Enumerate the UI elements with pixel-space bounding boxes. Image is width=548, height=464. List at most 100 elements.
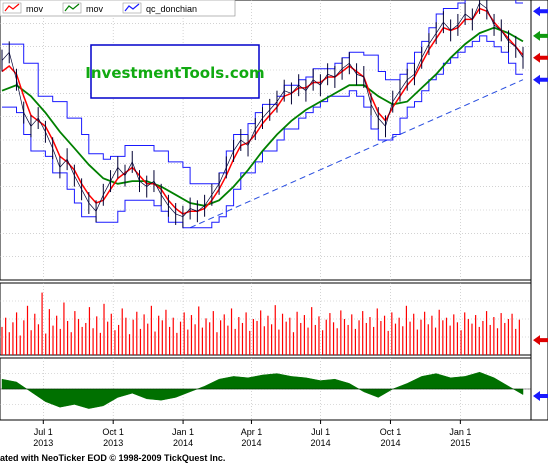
price-segment (428, 32, 437, 45)
donchian-upper-line (2, 0, 523, 185)
price-segment (59, 158, 68, 168)
price-panel (1, 0, 548, 229)
legend-label-1: mov (26, 4, 44, 14)
x-tick-label-bottom-6: 2014 (380, 438, 400, 448)
price-segment (95, 194, 104, 212)
price-segment (284, 90, 292, 94)
right-scale-area (530, 0, 548, 421)
x-tick-label-bottom-2: 2013 (103, 438, 123, 448)
x-tick-label-top-4: Apr 1 (241, 427, 263, 437)
price-segment (197, 205, 205, 212)
price-segment (479, 2, 488, 9)
price-segment (218, 167, 227, 184)
price-marker-1 (533, 6, 548, 17)
price-marker-2 (533, 30, 548, 41)
price-segment (356, 73, 364, 78)
price-segment (211, 183, 220, 195)
oscillator-marker (533, 391, 548, 401)
price-segment (160, 194, 169, 206)
legend-label-3: qc_donchian (146, 4, 197, 14)
panel-frames (0, 0, 548, 421)
price-segment (168, 205, 176, 215)
trendline (189, 79, 524, 229)
x-tick-label-top-1: Jul 1 (34, 427, 53, 437)
x-tick-label-top-6: Oct 1 (380, 427, 402, 437)
price-segment (378, 117, 386, 127)
price-axis-markers (533, 6, 548, 85)
price-segment (8, 52, 17, 80)
price-segment (414, 57, 423, 75)
volume-marker (533, 335, 548, 346)
price-segment (399, 79, 408, 91)
volume-panel (1, 292, 548, 355)
price-segment (146, 180, 155, 187)
price-segment (30, 117, 39, 127)
trendline-layer (189, 79, 524, 229)
price-segment (110, 167, 119, 182)
footer-credit: ated with NeoTicker EOD © 1998-2009 Tick… (0, 453, 225, 463)
price-segment (23, 112, 32, 127)
price-segment (117, 167, 126, 176)
volume-bars (1, 292, 520, 355)
price-segment (175, 213, 184, 218)
price-segment (52, 148, 61, 168)
price-segment (472, 2, 480, 20)
price-segment (269, 101, 278, 111)
price-segment (247, 128, 256, 146)
ma-slow-line (1, 26, 524, 207)
price-segment (305, 79, 314, 91)
price-segment (500, 30, 509, 42)
price-layer (1, 0, 524, 228)
oscillator-panel (0, 371, 548, 409)
price-segment (81, 189, 90, 204)
oscillator-fill (1, 371, 524, 409)
price-segment (450, 24, 459, 31)
price-segment (421, 43, 430, 58)
x-tick-label-top-5: Jul 1 (311, 427, 330, 437)
price-segment (515, 46, 524, 58)
price-segment (131, 161, 140, 182)
price-segment (435, 21, 444, 34)
price-segment (276, 90, 285, 102)
x-tick-label-bottom-4: 2014 (241, 438, 261, 448)
x-tick-label-top-2: Oct 1 (102, 427, 124, 437)
price-segment (291, 84, 299, 94)
price-segment (349, 63, 357, 75)
oscillator-area (0, 371, 531, 409)
price-segment (392, 90, 401, 102)
x-tick-label-top-3: Jan 1 (172, 427, 194, 437)
price-segment (233, 139, 242, 152)
price-segment (457, 13, 466, 26)
legend-item-2: mov (62, 2, 104, 14)
price-segment (190, 208, 198, 212)
price-segment (443, 21, 451, 31)
ma-slow-layer (1, 26, 524, 207)
x-tick-label-bottom-5: 2014 (311, 438, 331, 448)
oscillator-axis-marker (533, 391, 548, 401)
legend-item-3: qc_donchian (122, 2, 197, 14)
green-line-icon (64, 3, 80, 12)
price-segment (102, 180, 111, 195)
price-segment (37, 117, 46, 132)
price-segment (327, 73, 335, 78)
volume-axis-marker (533, 335, 548, 346)
price-segment (240, 139, 249, 146)
price-marker-3 (533, 52, 548, 63)
price-segment (204, 194, 213, 206)
price-segment (88, 202, 97, 212)
price-segment (74, 175, 82, 190)
price-segment (66, 159, 75, 176)
price-segment (320, 74, 328, 86)
price-segment (370, 104, 379, 119)
price-marker-4 (533, 74, 548, 85)
legend: mov mov qc_donchian (0, 0, 236, 17)
x-tick-label-bottom-3: 2014 (173, 438, 193, 448)
price-segment (45, 131, 53, 149)
price-segment (464, 13, 473, 20)
price-segment (254, 117, 263, 130)
price-segment (493, 24, 502, 31)
price-segment (153, 180, 162, 195)
legend-item-1: mov (2, 2, 44, 14)
price-segment (124, 161, 133, 176)
